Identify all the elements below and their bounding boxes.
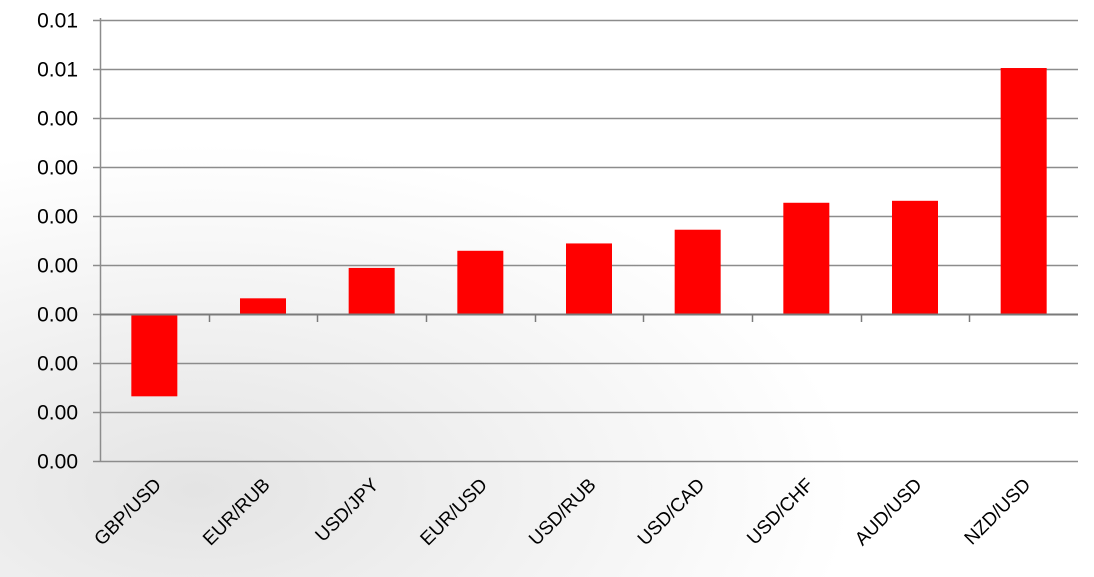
bars: [131, 68, 1047, 397]
bar: [1000, 68, 1047, 315]
bar: [348, 267, 395, 314]
y-tick-label: 0.01: [37, 59, 78, 82]
bar: [457, 250, 504, 314]
axes: [93, 18, 1078, 463]
y-axis-tick-labels: 0.00 0.00 0.00 0.00 0.00 0.00 0.00 0.00 0.01 0.01: [37, 10, 78, 474]
y-tick-label: 0.00: [37, 255, 78, 278]
y-tick-label: 0.00: [37, 353, 78, 376]
y-tick-label: 0.00: [37, 451, 78, 474]
y-tick-label: 0.00: [37, 304, 78, 327]
y-tick-label: 0.00: [37, 402, 78, 425]
y-tick-label: 0.00: [37, 157, 78, 180]
y-tick-label: 0.01: [37, 10, 78, 33]
bar: [566, 243, 612, 314]
bar: [892, 200, 938, 314]
bar: [674, 229, 721, 314]
y-tick-label: 0.00: [37, 206, 78, 229]
bar: [783, 202, 830, 314]
gridlines: [100, 19, 1078, 463]
y-tick-label: 0.00: [37, 108, 78, 131]
bar: [131, 314, 178, 397]
bar: [240, 298, 286, 314]
